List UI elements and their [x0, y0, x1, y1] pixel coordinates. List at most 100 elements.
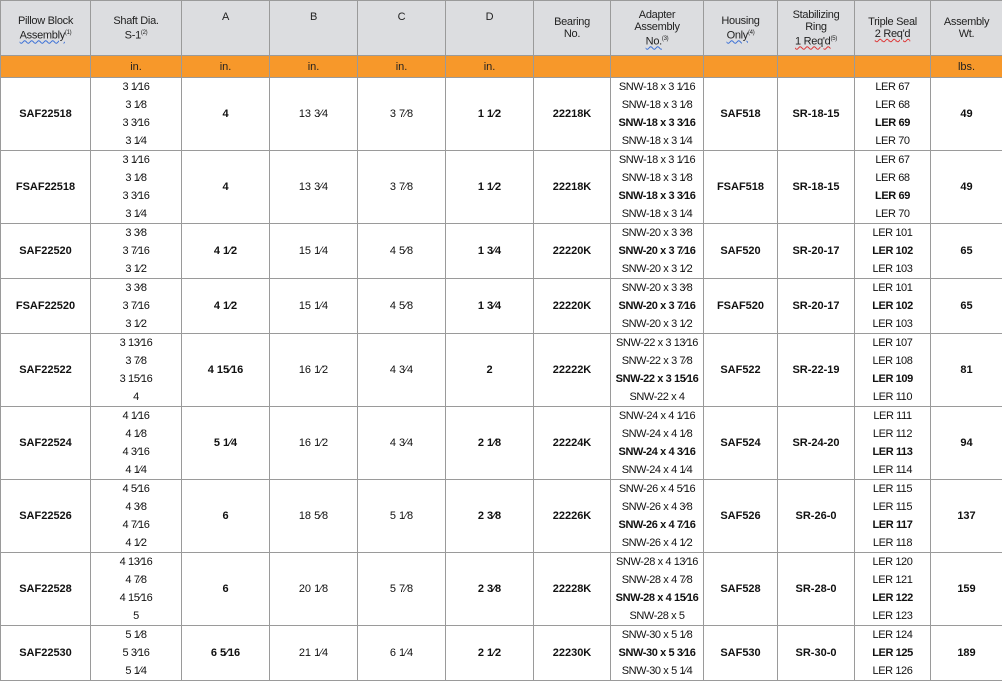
- cell-line: LER 68: [855, 169, 930, 187]
- cell-bearing-no: 22228K: [534, 553, 611, 626]
- cell-stabilizing-ring: SR-22-19: [778, 334, 855, 407]
- cell-d: 1 1⁄2: [446, 78, 534, 151]
- cell-line: 3 15⁄16: [91, 370, 181, 388]
- header-label: A: [222, 11, 229, 23]
- header-text: Assembly(1): [1, 27, 90, 42]
- cell-line: SNW-28 x 4 15⁄16: [611, 589, 703, 607]
- cell-pillow-block-assembly: SAF22524: [1, 407, 91, 480]
- cell-line: SNW-24 x 4 1⁄8: [611, 425, 703, 443]
- cell-assembly-wt: 49: [931, 151, 1002, 224]
- header-label: No.: [564, 28, 580, 40]
- header-label: Adapter: [639, 9, 675, 21]
- cell-line: 4 1⁄16: [91, 407, 181, 425]
- cell-line: 3 7⁄16: [91, 242, 181, 260]
- cell-pillow-block-assembly: FSAF22520: [1, 279, 91, 334]
- cell-a: 4 15⁄16: [182, 334, 270, 407]
- cell-line: 3 3⁄16: [91, 187, 181, 205]
- cell-bearing-no: 22220K: [534, 279, 611, 334]
- header-text: B: [270, 11, 357, 23]
- cell-line: 3 1⁄4: [91, 205, 181, 223]
- cell-c: 4 3⁄4: [358, 407, 446, 480]
- header-text: 1 Req'd(5): [778, 33, 854, 48]
- header-label: 2 Req'd: [875, 28, 910, 40]
- cell-line: 3 1⁄8: [91, 96, 181, 114]
- header-text: Assembly: [611, 21, 703, 33]
- cell-line: 3 1⁄2: [91, 260, 181, 278]
- header-label: No.: [646, 35, 662, 47]
- unit-shaft-dia: in.: [91, 56, 182, 78]
- cell-pillow-block-assembly: SAF22520: [1, 224, 91, 279]
- header-label: Pillow Block: [18, 15, 73, 27]
- cell-line: 4 1⁄8: [91, 425, 181, 443]
- cell-a: 6: [182, 480, 270, 553]
- cell-a: 5 1⁄4: [182, 407, 270, 480]
- cell-line: 5 1⁄8: [91, 626, 181, 644]
- cell-line: SNW-22 x 3 7⁄8: [611, 352, 703, 370]
- cell-line: 3 3⁄8: [91, 224, 181, 242]
- cell-d: 2 1⁄8: [446, 407, 534, 480]
- cell-a: 4: [182, 151, 270, 224]
- unit-d: in.: [446, 56, 534, 78]
- cell-line: LER 113: [855, 443, 930, 461]
- cell-line: 4 1⁄4: [91, 461, 181, 479]
- header-shaft-dia: Shaft Dia.S-1(2): [91, 1, 182, 56]
- cell-line: SNW-28 x 4 13⁄16: [611, 553, 703, 571]
- cell-line: SNW-18 x 3 1⁄8: [611, 96, 703, 114]
- cell-line: LER 67: [855, 151, 930, 169]
- cell-line: LER 67: [855, 78, 930, 96]
- cell-line: 3 3⁄8: [91, 279, 181, 297]
- cell-line: LER 102: [855, 297, 930, 315]
- cell-c: 3 7⁄8: [358, 78, 446, 151]
- cell-housing-only: SAF524: [704, 407, 778, 480]
- cell-line: LER 126: [855, 662, 930, 680]
- header-text: Adapter: [611, 9, 703, 21]
- header-label: Stabilizing: [793, 9, 840, 21]
- cell-line: LER 124: [855, 626, 930, 644]
- cell-bearing-no: 22220K: [534, 224, 611, 279]
- cell-stabilizing-ring: SR-20-17: [778, 224, 855, 279]
- cell-line: SNW-20 x 3 1⁄2: [611, 315, 703, 333]
- cell-c: 4 5⁄8: [358, 224, 446, 279]
- header-label: B: [310, 11, 317, 23]
- cell-pillow-block-assembly: FSAF22518: [1, 151, 91, 224]
- cell-line: 4 1⁄2: [91, 534, 181, 552]
- cell-line: SNW-26 x 4 1⁄2: [611, 534, 703, 552]
- cell-line: 4 13⁄16: [91, 553, 181, 571]
- header-c: C: [358, 1, 446, 56]
- cell-line: 4 3⁄8: [91, 498, 181, 516]
- cell-line: SNW-20 x 3 7⁄16: [611, 297, 703, 315]
- cell-line: 3 1⁄4: [91, 132, 181, 150]
- header-label: Assembly: [944, 16, 989, 28]
- cell-line: LER 69: [855, 114, 930, 132]
- cell-c: 4 5⁄8: [358, 279, 446, 334]
- cell-pillow-block-assembly: SAF22518: [1, 78, 91, 151]
- header-label: Wt.: [959, 28, 975, 40]
- cell-line: 3 13⁄16: [91, 334, 181, 352]
- header-text: Assembly: [931, 16, 1002, 28]
- cell-line: SNW-30 x 5 1⁄4: [611, 662, 703, 680]
- cell-b: 20 1⁄8: [270, 553, 358, 626]
- cell-assembly-wt: 189: [931, 626, 1002, 681]
- cell-line: LER 101: [855, 279, 930, 297]
- cell-c: 5 7⁄8: [358, 553, 446, 626]
- cell-housing-only: FSAF520: [704, 279, 778, 334]
- header-b: B: [270, 1, 358, 56]
- cell-line: LER 114: [855, 461, 930, 479]
- cell-line: LER 102: [855, 242, 930, 260]
